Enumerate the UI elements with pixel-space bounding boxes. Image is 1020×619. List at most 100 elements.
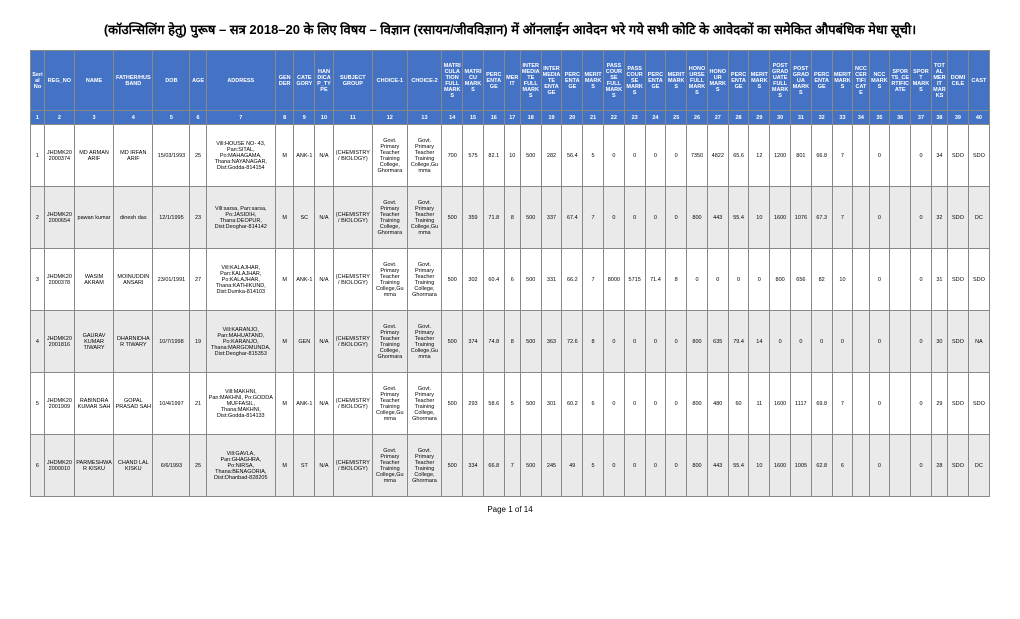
table-row: 3JHDMK202000378WASIM AKRAMMOINUDDIN ANSA…	[31, 249, 990, 311]
table-cell: 49	[562, 435, 583, 497]
table-header: HANDICAP_TYPE	[315, 51, 333, 111]
table-cell: (CHEMISTRY / BIOLOGY)	[333, 249, 372, 311]
table-header: PERCENTAGE	[645, 51, 666, 111]
table-header: POST GRADUATE FULL MARKS	[770, 51, 791, 111]
table-cell: 66.2	[562, 249, 583, 311]
table-cell: 334	[463, 435, 484, 497]
table-cell: 0	[624, 373, 645, 435]
table-col-number: 17	[504, 111, 520, 125]
table-header: GENDER	[275, 51, 293, 111]
table-header: MATRICULATION FULL MARKS	[442, 51, 463, 111]
table-cell: 71.8	[483, 187, 504, 249]
table-cell	[853, 249, 869, 311]
table-cell: CHAND LAL KISKU	[114, 435, 153, 497]
table-header: ADDRESS	[206, 51, 275, 111]
table-cell: 21	[190, 373, 206, 435]
table-row: 1JHDMK202000374MD ARMAN ARIFMD IRFAN ARI…	[31, 125, 990, 187]
table-cell: ANK-1	[294, 125, 315, 187]
table-cell: PARMESHWAR KISKU	[74, 435, 113, 497]
table-header: SPORTS_CERTIFICATE	[890, 51, 911, 111]
table-cell: 0	[911, 311, 932, 373]
table-header: DOMICILE	[948, 51, 969, 111]
table-cell: 56.4	[562, 125, 583, 187]
table-col-number: 4	[114, 111, 153, 125]
table-cell: 10	[832, 249, 853, 311]
table-cell: DC	[968, 187, 989, 249]
table-cell: Govt. Primary Teacher Training College, …	[407, 435, 442, 497]
table-cell: 0	[869, 435, 890, 497]
table-header: DOB	[153, 51, 190, 111]
table-header: PERCENTAGE	[562, 51, 583, 111]
table-cell: 500	[442, 187, 463, 249]
table-cell: GOPAL PRASAD SAH	[114, 373, 153, 435]
table-header: PERCENTAGE	[728, 51, 749, 111]
table-cell: 10/7/1998	[153, 311, 190, 373]
table-cell: Vill:HOUSE NO- 43, Pan:SITAL, Po:MAHAGAM…	[206, 125, 275, 187]
table-col-number: 10	[315, 111, 333, 125]
table-cell: N/A	[315, 249, 333, 311]
table-cell: 5	[583, 435, 604, 497]
table-col-number: 19	[541, 111, 562, 125]
table-cell: 0	[911, 435, 932, 497]
table-header: SPORT MARKS	[911, 51, 932, 111]
table-header: PERCENTAGE	[483, 51, 504, 111]
table-cell: ST	[294, 435, 315, 497]
table-cell: 6	[583, 373, 604, 435]
table-cell: 5	[583, 125, 604, 187]
table-cell: 4822	[707, 125, 728, 187]
table-cell: 575	[463, 125, 484, 187]
table-cell: JHDMK202000378	[44, 249, 74, 311]
table-cell: M	[275, 249, 293, 311]
table-cell: 79.4	[728, 311, 749, 373]
table-cell: Vill:KALAJHAR, Pan:KALAJHAR, Po:KALAJHAR…	[206, 249, 275, 311]
table-cell: 0	[811, 311, 832, 373]
table-header: HONOUR MARKS	[707, 51, 728, 111]
table-cell: 0	[770, 311, 791, 373]
table-cell: 27	[190, 249, 206, 311]
table-col-number: 31	[791, 111, 812, 125]
table-cell: (CHEMISTRY / BIOLOGY)	[333, 125, 372, 187]
table-col-number: 2	[44, 111, 74, 125]
table-cell: 69.8	[811, 373, 832, 435]
table-cell: M	[275, 187, 293, 249]
table-cell: 0	[791, 311, 812, 373]
table-cell: 71.4	[645, 249, 666, 311]
table-cell: 8	[504, 187, 520, 249]
table-cell	[890, 311, 911, 373]
table-cell: 10	[504, 125, 520, 187]
table-cell: 500	[442, 249, 463, 311]
table-cell: M	[275, 373, 293, 435]
table-cell: 500	[442, 373, 463, 435]
table-cell: 500	[520, 435, 541, 497]
table-col-number: 39	[948, 111, 969, 125]
table-cell: 67.3	[811, 187, 832, 249]
table-col-number: 33	[832, 111, 853, 125]
table-cell: WASIM AKRAM	[74, 249, 113, 311]
table-header: POST GRADUA MARKS	[791, 51, 812, 111]
table-cell: Govt. Primary Teacher Training College, …	[372, 125, 407, 187]
table-header: MATRICU MARKS	[463, 51, 484, 111]
table-cell: SDO	[968, 373, 989, 435]
table-cell: 2	[31, 187, 45, 249]
table-cell: 30	[931, 311, 947, 373]
table-cell: 7	[504, 435, 520, 497]
table-cell: 7	[832, 125, 853, 187]
table-header: PASS COURSE MARKS	[624, 51, 645, 111]
table-cell: 374	[463, 311, 484, 373]
table-cell: 0	[666, 187, 687, 249]
table-col-number: 21	[583, 111, 604, 125]
table-cell: 67.4	[562, 187, 583, 249]
table-cell: Vill:KARANJO, Pan:MAHUATAND, Po:KARANJO,…	[206, 311, 275, 373]
table-body: 1JHDMK202000374MD ARMAN ARIFMD IRFAN ARI…	[31, 125, 990, 497]
table-cell: 0	[666, 435, 687, 497]
table-col-number: 36	[890, 111, 911, 125]
table-header: SUBJECT GROUP	[333, 51, 372, 111]
table-cell: 62.8	[811, 435, 832, 497]
table-cell: RABINDRA KUMAR SAH	[74, 373, 113, 435]
table-cell	[853, 311, 869, 373]
table-col-number: 6	[190, 111, 206, 125]
merit-list-table: Serial NoREG_NONAMEFATHER/HUSBANDDOBAGEA…	[30, 50, 990, 497]
table-col-number: 3	[74, 111, 113, 125]
table-cell: 31	[931, 249, 947, 311]
table-col-number: 8	[275, 111, 293, 125]
